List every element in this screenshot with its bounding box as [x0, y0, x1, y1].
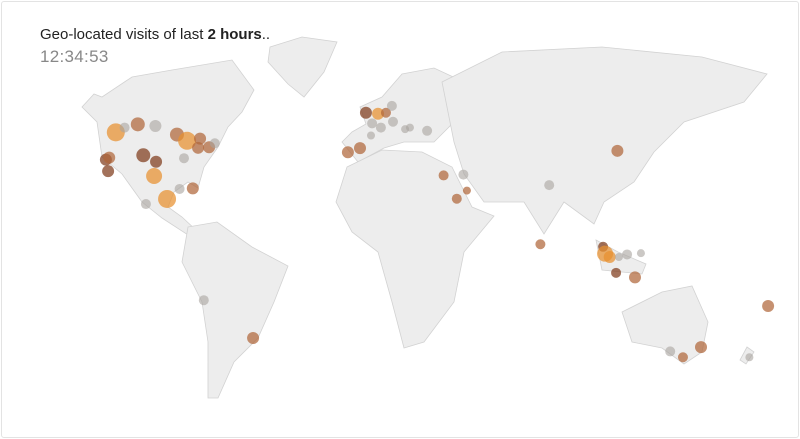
visit-marker[interactable] [544, 180, 555, 191]
visit-marker[interactable] [388, 116, 398, 127]
visit-marker[interactable] [194, 132, 207, 145]
visit-marker[interactable] [614, 253, 623, 261]
visit-marker[interactable] [622, 249, 633, 260]
visit-marker[interactable] [178, 131, 197, 150]
visit-marker[interactable] [386, 100, 397, 111]
australia [621, 285, 709, 365]
visit-marker[interactable] [192, 141, 205, 154]
visit-marker[interactable] [158, 189, 177, 208]
visit-marker[interactable] [745, 353, 754, 362]
visit-marker[interactable] [462, 186, 471, 195]
visit-markers [99, 100, 775, 363]
visit-marker[interactable] [665, 346, 676, 357]
visit-marker[interactable] [611, 144, 624, 157]
visit-marker[interactable] [422, 125, 433, 136]
north-america [81, 59, 255, 236]
visit-marker[interactable] [341, 146, 354, 159]
visit-marker[interactable] [179, 153, 189, 164]
visit-marker[interactable] [451, 193, 462, 204]
visit-marker[interactable] [695, 341, 707, 354]
land-layer [81, 36, 768, 399]
visit-marker[interactable] [209, 138, 220, 149]
visit-marker[interactable] [146, 167, 163, 184]
visit-marker[interactable] [367, 118, 378, 129]
visit-marker[interactable] [140, 199, 151, 210]
visit-marker[interactable] [372, 107, 385, 120]
visit-marker[interactable] [380, 107, 391, 118]
map-title: Geo-located visits of last 2 hours.. [40, 26, 271, 43]
asia [441, 46, 768, 235]
visit-marker[interactable] [150, 155, 163, 168]
visit-marker[interactable] [247, 332, 260, 345]
visit-marker[interactable] [535, 239, 546, 250]
visit-marker[interactable] [636, 249, 645, 258]
clock-readout: 12:34:53 [40, 47, 109, 66]
visit-marker[interactable] [629, 271, 641, 284]
south-america [181, 221, 289, 399]
visit-marker[interactable] [130, 117, 145, 132]
visit-marker[interactable] [174, 183, 185, 194]
visit-marker[interactable] [458, 169, 469, 180]
visit-marker[interactable] [438, 170, 449, 181]
visit-marker[interactable] [762, 299, 775, 312]
visit-marker[interactable] [119, 122, 130, 133]
visit-marker[interactable] [375, 122, 386, 133]
visit-marker[interactable] [136, 148, 151, 163]
greenland [267, 36, 338, 98]
visit-marker[interactable] [354, 142, 366, 155]
visit-marker[interactable] [611, 267, 622, 278]
visit-marker[interactable] [149, 119, 162, 132]
visit-marker[interactable] [102, 165, 115, 178]
visit-marker[interactable] [603, 251, 616, 263]
visit-marker[interactable] [367, 131, 375, 140]
visit-marker[interactable] [405, 123, 414, 132]
visit-marker[interactable] [198, 295, 209, 306]
visit-marker[interactable] [103, 151, 116, 164]
visit-marker[interactable] [359, 106, 372, 119]
visit-marker[interactable] [186, 182, 199, 195]
visit-marker[interactable] [677, 352, 688, 363]
